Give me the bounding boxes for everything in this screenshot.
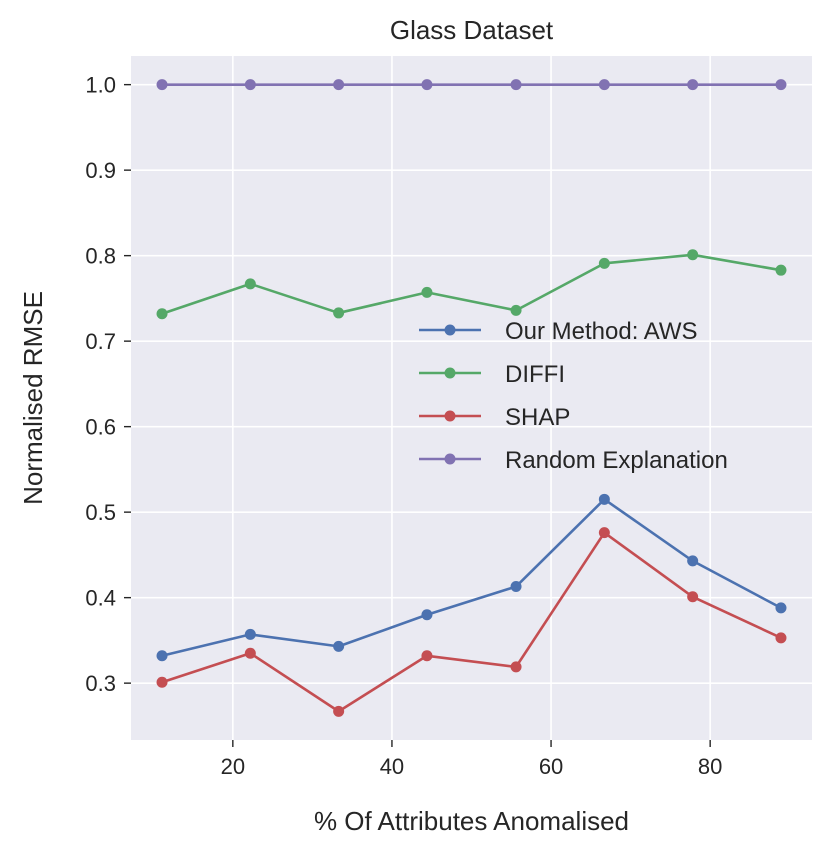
data-point — [244, 628, 256, 640]
legend-swatch-marker — [444, 367, 456, 379]
data-point — [156, 79, 168, 91]
data-point — [598, 527, 610, 539]
axis-ticks: 20 40 60 80 0.3 0.4 0.5 0.6 0.7 0.8 0.9 1.0 — [85, 73, 722, 779]
data-point — [333, 705, 345, 717]
legend-swatch-marker — [444, 324, 456, 336]
y-axis-label: Normalised RMSE — [18, 291, 48, 505]
data-point — [775, 602, 787, 614]
legend-item: DIFFI — [419, 361, 565, 388]
data-point — [156, 308, 168, 320]
series-line — [161, 253, 782, 316]
y-tick-label: 0.5 — [85, 500, 116, 525]
data-point — [156, 676, 168, 688]
legend: Our Method: AWS DIFFI SHAP Random Explanati… — [419, 318, 728, 474]
legend-swatch-marker — [444, 453, 456, 465]
data-point — [510, 581, 522, 593]
data-point — [598, 493, 610, 505]
data-point — [687, 555, 699, 567]
data-point — [421, 286, 433, 298]
legend-item: Our Method: AWS — [419, 318, 698, 345]
data-point — [244, 278, 256, 290]
series-line — [161, 498, 782, 658]
data-point — [333, 79, 345, 91]
data-point — [775, 79, 787, 91]
legend-label: Our Method: AWS — [505, 318, 698, 345]
y-tick-label: 0.9 — [85, 158, 116, 183]
data-point — [598, 257, 610, 269]
data-point — [775, 264, 787, 276]
legend-swatch-marker — [444, 410, 456, 422]
series-0 — [156, 493, 787, 662]
x-tick-label: 80 — [698, 754, 722, 779]
data-point — [244, 647, 256, 659]
legend-item: Random Explanation — [419, 447, 728, 474]
data-point — [421, 650, 433, 662]
series-1 — [156, 249, 787, 320]
x-tick-label: 40 — [380, 754, 404, 779]
y-tick-label: 0.3 — [85, 671, 116, 696]
legend-label: Random Explanation — [505, 447, 728, 474]
y-tick-label: 0.7 — [85, 329, 116, 354]
legend-item: SHAP — [419, 404, 570, 431]
data-point — [687, 591, 699, 603]
y-tick-label: 0.8 — [85, 244, 116, 269]
legend-label: DIFFI — [505, 361, 565, 388]
data-point — [333, 307, 345, 319]
series-line — [161, 531, 782, 713]
data-point — [244, 79, 256, 91]
data-point — [598, 79, 610, 91]
series-3 — [156, 79, 787, 91]
y-tick-label: 1.0 — [85, 73, 116, 98]
y-tick-label: 0.4 — [85, 586, 116, 611]
x-axis-label: % Of Attributes Anomalised — [314, 806, 629, 836]
data-point — [510, 79, 522, 91]
data-point — [687, 79, 699, 91]
series-2 — [156, 527, 787, 717]
legend-label: SHAP — [505, 404, 570, 431]
data-point — [333, 640, 345, 652]
x-tick-label: 20 — [221, 754, 245, 779]
data-point — [775, 632, 787, 644]
y-tick-label: 0.6 — [85, 415, 116, 440]
data-point — [687, 249, 699, 261]
data-point — [510, 661, 522, 673]
x-tick-label: 60 — [539, 754, 563, 779]
series-group — [156, 79, 787, 717]
data-point — [510, 304, 522, 316]
data-point — [421, 79, 433, 91]
data-point — [156, 650, 168, 662]
data-point — [421, 609, 433, 621]
chart-title: Glass Dataset — [390, 15, 554, 45]
